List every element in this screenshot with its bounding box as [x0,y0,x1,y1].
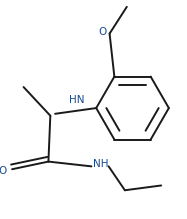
Text: HN: HN [69,95,85,105]
Text: NH: NH [93,159,109,170]
Text: O: O [99,27,107,37]
Text: O: O [0,166,7,176]
